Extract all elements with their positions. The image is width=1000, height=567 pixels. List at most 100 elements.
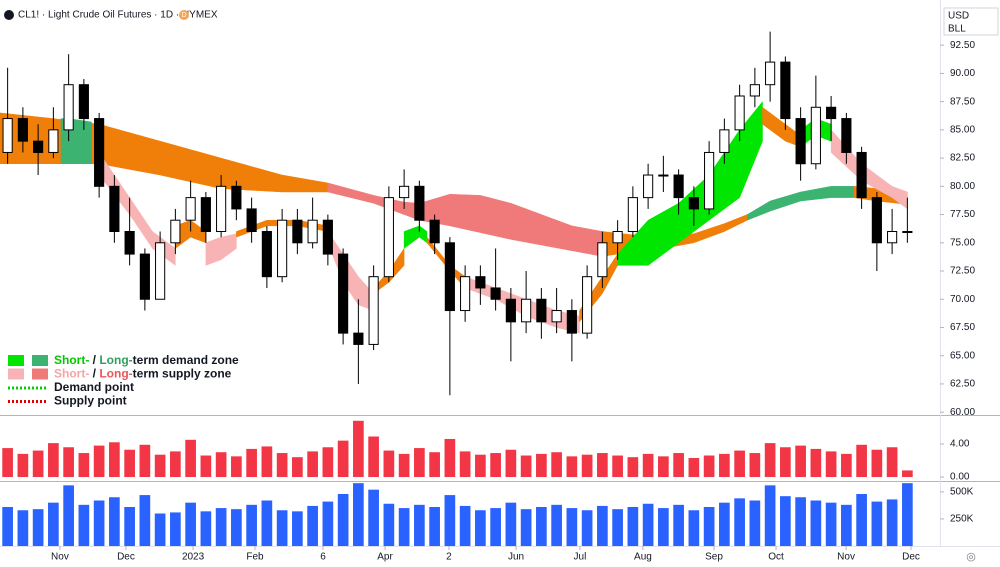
y-tick-label: 4.00	[950, 439, 970, 450]
volume-bar	[719, 502, 730, 546]
candle-body	[368, 276, 379, 345]
volume-bar	[871, 501, 883, 546]
volume-bar	[200, 455, 212, 478]
x-tick-label: Nov	[837, 552, 855, 562]
candle-body	[658, 174, 669, 177]
volume-bar	[429, 452, 440, 478]
y-tick-label: 70.00	[950, 294, 975, 305]
volume-bar	[109, 442, 120, 478]
candle-body	[124, 230, 135, 255]
candle-body	[17, 118, 28, 142]
candle-body	[887, 230, 898, 244]
volume-bar	[215, 508, 227, 546]
volume-bar	[581, 454, 593, 478]
volume-bar	[780, 496, 791, 546]
x-tick-label: Jul	[574, 552, 587, 562]
header: CL1! · Light Crude Oil Futures · 1D · NY…	[4, 7, 999, 36]
y-tick-label: 250K	[950, 514, 974, 525]
candle-body	[109, 185, 120, 232]
candle-body	[94, 118, 105, 187]
chart-title: CL1! · Light Crude Oil Futures · 1D · NY…	[18, 10, 218, 21]
candle-body	[307, 219, 318, 244]
volume-bar	[154, 454, 166, 478]
candle-body	[765, 61, 776, 86]
candle-body	[551, 310, 562, 323]
legend-text: Short-	[54, 353, 89, 367]
currency[interactable]: USD	[948, 11, 969, 22]
unit-box[interactable]	[943, 7, 999, 36]
volume-bar	[261, 500, 273, 546]
x-tick-label: Feb	[246, 552, 264, 562]
legend-label: Demand point	[54, 380, 134, 394]
y-tick-label: 77.50	[950, 209, 975, 220]
volume-bar	[566, 456, 578, 478]
legend-swatch	[32, 355, 48, 366]
volume-bar	[520, 455, 532, 478]
legend-swatch	[8, 355, 24, 366]
candle-body	[33, 140, 44, 153]
candle-body	[627, 197, 638, 232]
volume-bar	[627, 457, 639, 478]
volume-bar	[871, 449, 883, 478]
volume-bar	[154, 513, 166, 546]
volume-bar	[490, 508, 501, 546]
volume-bar	[673, 453, 684, 478]
candle-body	[826, 106, 837, 120]
volume-bar	[780, 447, 791, 478]
zone-band	[327, 230, 374, 311]
volume-bar	[246, 448, 257, 478]
candle-body	[200, 197, 211, 232]
volume-bar	[124, 507, 135, 546]
settings-icon[interactable]: ◎	[966, 551, 976, 563]
volume-bar	[597, 453, 608, 478]
volume-bar	[490, 453, 501, 478]
candle-body	[475, 276, 486, 289]
volume-bar	[307, 451, 318, 478]
legend-text: Demand point	[54, 380, 134, 394]
x-tick-label: Dec	[117, 552, 135, 562]
volume-bar	[536, 507, 547, 546]
candle-body	[48, 129, 59, 153]
volume-bar	[48, 502, 59, 546]
volume-bar	[459, 505, 471, 546]
y-tick-label: 72.50	[950, 266, 975, 277]
volume-bar	[139, 495, 151, 546]
x-tick-label: 2023	[182, 552, 205, 562]
y-tick-label: 87.50	[950, 96, 975, 107]
candle-body	[429, 219, 440, 244]
candle-body	[673, 174, 684, 199]
volume-bar	[810, 448, 822, 478]
unit[interactable]: BLL	[948, 24, 966, 35]
volume-bar	[307, 505, 318, 546]
candle-body	[780, 61, 791, 120]
candle-body	[338, 253, 349, 334]
volume-bar	[109, 497, 120, 546]
candle-body	[734, 95, 745, 131]
volume-bar	[231, 509, 242, 546]
volume-bar	[185, 502, 196, 546]
volume-bar	[856, 444, 867, 478]
volume-bar	[658, 508, 669, 546]
zone-band	[746, 186, 855, 221]
volume-bar	[902, 470, 913, 478]
volume-bar	[17, 510, 29, 546]
volume-bar	[292, 511, 303, 546]
volume-bar	[795, 497, 806, 546]
candle-body	[566, 310, 577, 334]
volume-bar	[886, 447, 898, 478]
volume-bar	[261, 446, 273, 478]
legend-label: Short- / Long-term demand zone	[54, 353, 239, 367]
candle-body	[2, 118, 13, 153]
volume-bar	[505, 502, 517, 546]
badge-bg	[179, 10, 189, 20]
candle-body	[185, 197, 196, 221]
candle-body	[460, 276, 471, 312]
volume-bar	[17, 453, 29, 478]
legend-text: /	[89, 353, 99, 367]
volume-bar	[856, 494, 867, 546]
candle-body	[719, 129, 730, 153]
candle-body	[688, 197, 699, 210]
volume-bar	[825, 502, 837, 546]
volume-bar	[124, 449, 135, 478]
y-tick-label: 75.00	[950, 237, 975, 248]
